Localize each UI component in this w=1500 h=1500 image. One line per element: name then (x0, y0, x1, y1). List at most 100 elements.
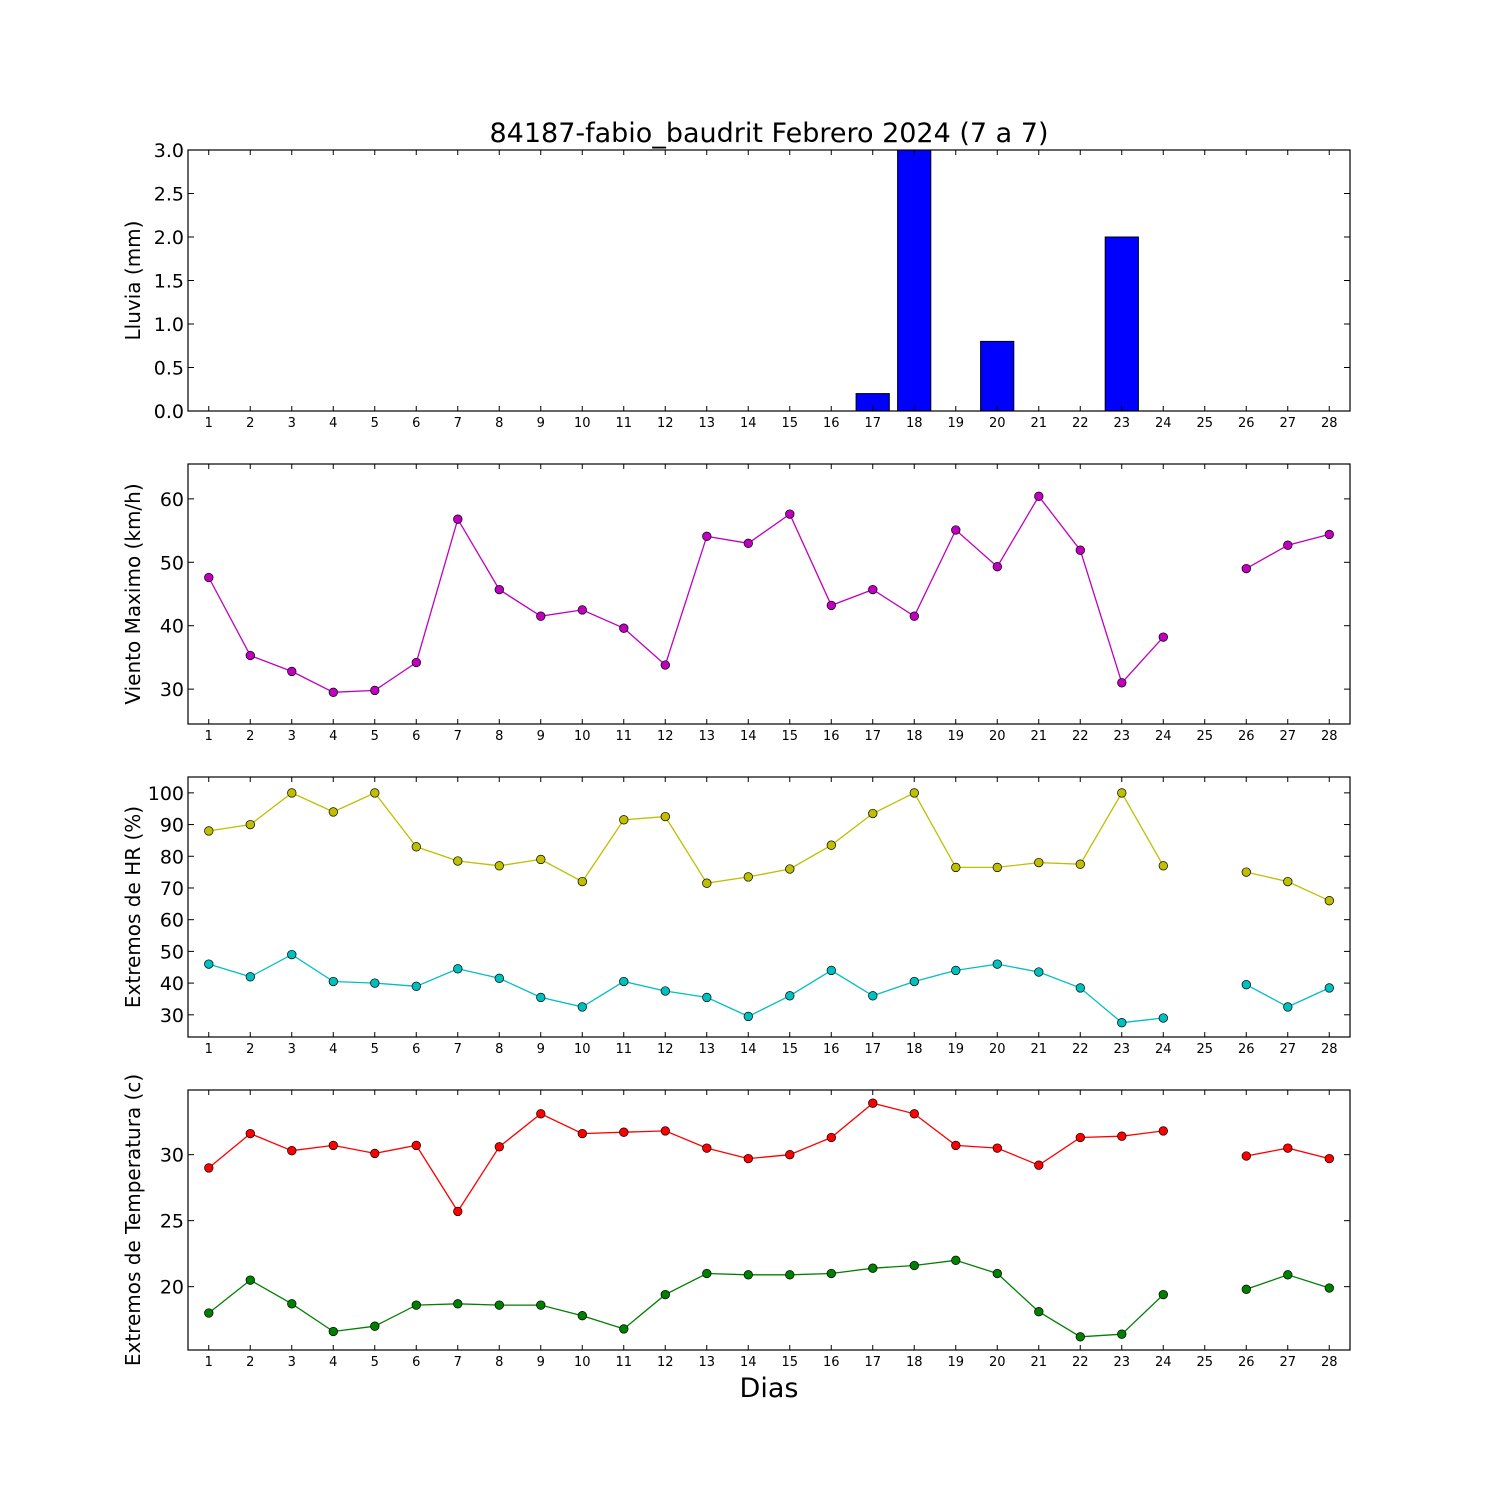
x-tick-label: 22 (1072, 1355, 1089, 1370)
x-tick-label: 14 (740, 729, 757, 744)
temp-min-point (1324, 1283, 1334, 1293)
x-tick-label: 18 (906, 1355, 923, 1370)
x-tick-label: 15 (781, 729, 798, 744)
x-tick-label: 26 (1238, 416, 1255, 431)
x-tick-label: 19 (947, 1042, 964, 1057)
x-tick-label: 11 (615, 416, 632, 431)
temp-min-point (328, 1326, 338, 1337)
x-tick-label: 13 (698, 1355, 715, 1370)
x-tick-label: 13 (698, 1042, 715, 1057)
x-tick-label: 26 (1238, 729, 1255, 744)
hr-max-point (536, 854, 546, 865)
hr-max-point (868, 808, 878, 819)
x-tick-label: 23 (1113, 1355, 1130, 1370)
hr-max-point (494, 861, 504, 871)
temp-min-point (536, 1300, 546, 1310)
temp-min-point (287, 1299, 297, 1309)
y-tick-label: 0.0 (154, 401, 184, 423)
temp-max-point (909, 1109, 919, 1119)
temp-max-point (1075, 1132, 1085, 1143)
hr-max-point (1324, 896, 1334, 906)
temperature-panel: 1 2 3 4 5 6 7 8 9 10 11 12 13 14 15 16 17 18 19 20 21 22 23 24 2… (121, 1074, 1351, 1370)
temp-max-point (453, 1206, 463, 1217)
temp-min-point (204, 1308, 214, 1318)
wind-point (660, 660, 670, 670)
wind-point (1241, 563, 1251, 574)
hr-max-point (453, 856, 463, 866)
y-tick-label: 0.5 (154, 358, 184, 380)
x-axis-label: Dias (740, 1373, 799, 1404)
temp-max-point (1324, 1153, 1334, 1164)
y-tick-label: 30 (160, 679, 184, 701)
hr-min-point (204, 959, 214, 969)
temp-min-point (245, 1275, 255, 1285)
x-tick-label: 2 (246, 1042, 254, 1057)
wind-point (494, 584, 504, 595)
hr-max-point (619, 815, 629, 825)
x-tick-label: 4 (329, 1042, 337, 1057)
x-tick-label: 18 (906, 1042, 923, 1057)
rain-y-axis-label: Lluvia (mm) (121, 221, 145, 341)
hr-max-point (702, 878, 712, 888)
temp-min-point (453, 1299, 463, 1309)
rain-bar (1104, 236, 1139, 412)
temp-min-point (743, 1270, 753, 1280)
hr-min-point (328, 976, 338, 987)
hr-min-point (909, 976, 919, 987)
wind-point (1034, 491, 1044, 501)
wind-axes-frame (187, 463, 1351, 725)
hr-min-point (536, 992, 546, 1003)
wind-point (245, 650, 255, 661)
wind-line (208, 495, 1164, 693)
x-tick-label: 1 (205, 416, 213, 431)
hr-max-point (370, 788, 380, 798)
hr-max-point (951, 862, 961, 873)
wind-point (536, 611, 546, 621)
x-tick-label: 2 (246, 416, 254, 431)
temp-min-point (992, 1268, 1002, 1279)
x-tick-label: 25 (1196, 1042, 1213, 1057)
hr-max-point (411, 842, 421, 852)
y-tick-label: 20 (160, 1277, 184, 1299)
x-tick-label: 1 (205, 729, 213, 744)
rain-panel: 1 2 3 4 5 6 7 8 9 10 11 12 13 14 15 16 17 18 19 20 21 22 23 24 2… (121, 140, 1351, 431)
temp-min-point (1158, 1289, 1168, 1300)
hr-min-point (1075, 983, 1085, 993)
x-tick-label: 5 (371, 729, 379, 744)
temp-max-point (287, 1146, 297, 1156)
y-tick-label: 60 (160, 910, 184, 932)
x-tick-label: 27 (1279, 416, 1296, 431)
temp-max-point (868, 1098, 878, 1108)
hr-max-point (660, 811, 670, 822)
x-tick-label: 5 (371, 416, 379, 431)
x-tick-label: 3 (288, 729, 296, 744)
temp-max-point (951, 1140, 961, 1151)
temp-max-point (370, 1148, 380, 1159)
wind-point (951, 525, 961, 535)
x-tick-label: 26 (1238, 1355, 1255, 1370)
x-tick-label: 9 (537, 729, 545, 744)
hr-min-point (826, 965, 836, 976)
wind-point (328, 687, 338, 697)
x-tick-label: 24 (1155, 416, 1172, 431)
x-tick-label: 3 (288, 416, 296, 431)
y-tick-label: 3.0 (154, 140, 184, 162)
x-tick-label: 18 (906, 416, 923, 431)
wind-point (577, 605, 587, 615)
hr-max-point (826, 840, 836, 850)
x-tick-label: 7 (454, 416, 462, 431)
x-tick-label: 25 (1196, 1355, 1213, 1370)
hr-min-point (494, 973, 504, 983)
wind-point (411, 657, 421, 668)
temp-max-point (411, 1140, 421, 1151)
hr-max-point (577, 876, 587, 887)
hr-min-point (453, 964, 463, 974)
rain-axes-frame (187, 149, 1351, 412)
hr-max-point (1283, 876, 1293, 887)
humidity-axes-frame (187, 776, 1351, 1038)
x-tick-label: 8 (495, 729, 503, 744)
x-tick-label: 27 (1279, 1355, 1296, 1370)
hr-max-point (743, 872, 753, 882)
temp-min-point (1075, 1332, 1085, 1342)
x-tick-label: 16 (823, 1355, 840, 1370)
